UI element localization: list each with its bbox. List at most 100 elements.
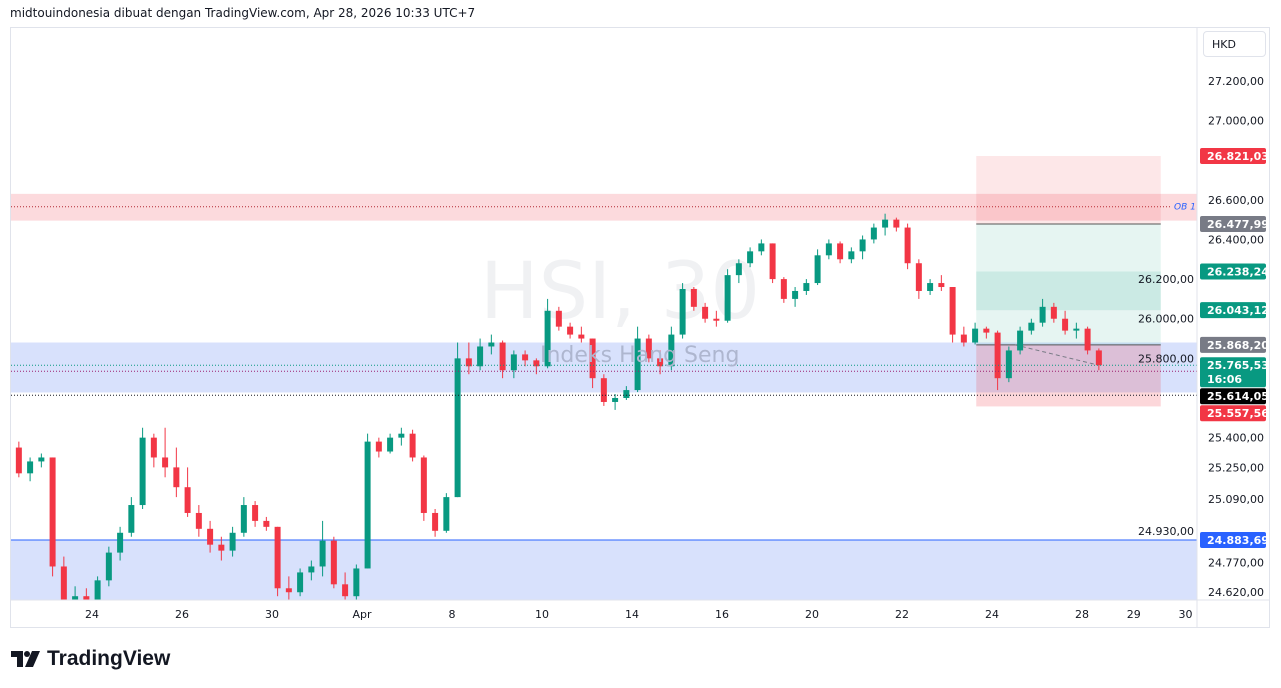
currency-button[interactable]: HKD (1203, 31, 1266, 57)
price-label: 25.614,05 (1207, 390, 1269, 403)
y-tick-label: 27.000,00 (1208, 115, 1264, 128)
price-label: 26.238,24 (1207, 266, 1269, 279)
y-tick-label: 24.930,00 (1138, 525, 1194, 538)
price-label: 25.868,20 (1207, 339, 1269, 352)
watermark-name: Indeks Hang Seng (540, 343, 739, 368)
price-label: 26.821,03 (1207, 150, 1269, 163)
candle (510, 354, 517, 371)
candle (274, 526, 281, 589)
candle (972, 328, 979, 343)
candle (353, 568, 360, 597)
candle (83, 596, 90, 600)
candle (342, 584, 349, 597)
price-label-bg (1200, 215, 1266, 232)
candle (1005, 350, 1012, 379)
candle (780, 279, 787, 299)
logo-text: TradingView (47, 647, 171, 670)
candle (837, 243, 844, 260)
x-tick-label: 16 (715, 608, 729, 621)
tradingview-logo[interactable]: TradingView (11, 647, 170, 671)
ob-label: OB 1 (1174, 203, 1196, 213)
price-label: 26.477,99 (1207, 218, 1269, 231)
candle (139, 437, 146, 506)
candle (60, 566, 67, 600)
y-tick-label: 25.250,00 (1208, 461, 1264, 474)
price-label: 25.557,56 (1207, 407, 1269, 420)
target-zone-inner (976, 271, 1161, 311)
candle (420, 457, 427, 513)
candle (533, 360, 540, 367)
candle (735, 263, 742, 276)
candle (1028, 322, 1035, 331)
candle (803, 283, 810, 291)
candle (893, 219, 900, 228)
price-label-bg (1200, 357, 1266, 388)
candle (27, 461, 34, 474)
candle (387, 437, 394, 452)
candle (713, 318, 720, 321)
candle (218, 544, 225, 551)
stop-zone (976, 156, 1161, 224)
candle (488, 342, 495, 347)
x-tick-label: 20 (805, 608, 819, 621)
candle (285, 588, 292, 593)
candle (938, 283, 945, 288)
candle (949, 287, 956, 335)
candle (657, 358, 664, 367)
candle (375, 441, 382, 452)
candle (645, 338, 652, 359)
candle (792, 290, 799, 299)
candle (15, 447, 22, 474)
x-tick-label: Apr (352, 608, 372, 621)
target-zone (976, 223, 1161, 345)
price-label-bg (1200, 148, 1266, 164)
x-tick-label: 30 (1179, 608, 1193, 621)
candle (432, 512, 439, 531)
candle (465, 358, 472, 367)
price-label-bg (1200, 336, 1266, 353)
candle (814, 255, 821, 284)
candle (263, 520, 270, 527)
candle (994, 332, 1001, 379)
candle (825, 243, 832, 256)
candle (297, 572, 304, 593)
price-label-bg (1200, 531, 1266, 548)
candle (1073, 328, 1080, 331)
watermark-symbol: HSI, 30 (480, 247, 760, 337)
candle (769, 243, 776, 280)
y-tick-label: 27.200,00 (1208, 75, 1264, 88)
candle (398, 433, 405, 438)
chart-title: midtouindonesia dibuat dengan TradingVie… (10, 6, 476, 20)
y-tick-label: 25.800,00 (1138, 352, 1194, 365)
candle (443, 497, 450, 531)
candle (308, 566, 315, 573)
price-label: 25.765,53 (1207, 359, 1269, 372)
price-label: 26.043,12 (1207, 304, 1269, 317)
candle (162, 457, 169, 468)
candle (477, 346, 484, 367)
stop-zone-lower (976, 344, 1161, 407)
candle (1017, 330, 1024, 351)
candle (173, 467, 180, 488)
x-tick-label: 28 (1075, 608, 1089, 621)
candle (600, 378, 607, 402)
candle (927, 283, 934, 291)
candle (1062, 318, 1069, 331)
price-label-bg (1200, 388, 1266, 405)
candle (94, 580, 101, 600)
x-tick-label: 8 (449, 608, 456, 621)
candle (229, 532, 236, 551)
candle (150, 437, 157, 458)
candle (207, 528, 214, 545)
y-tick-label: 26.000,00 (1138, 313, 1194, 326)
candle (252, 505, 259, 521)
price-label-bg (1200, 302, 1266, 319)
x-tick-label: 14 (625, 608, 639, 621)
zone-rect (11, 193, 1197, 221)
candle (555, 310, 562, 327)
candle (49, 457, 56, 567)
y-tick-label: 24.770,00 (1208, 557, 1264, 570)
candle (330, 540, 337, 585)
x-tick-label: 22 (895, 608, 909, 621)
